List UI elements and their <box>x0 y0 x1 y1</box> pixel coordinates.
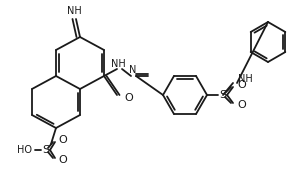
Text: HO: HO <box>17 145 32 155</box>
Text: O: O <box>237 100 246 110</box>
Text: N: N <box>129 65 137 75</box>
Text: O: O <box>58 155 67 165</box>
Text: O: O <box>237 80 246 90</box>
Text: S: S <box>220 90 226 100</box>
Text: S: S <box>43 145 50 155</box>
Text: NH: NH <box>67 6 81 16</box>
Text: O: O <box>58 135 67 145</box>
Text: NH: NH <box>238 74 253 84</box>
Text: NH: NH <box>111 59 125 69</box>
Text: O: O <box>124 93 133 103</box>
